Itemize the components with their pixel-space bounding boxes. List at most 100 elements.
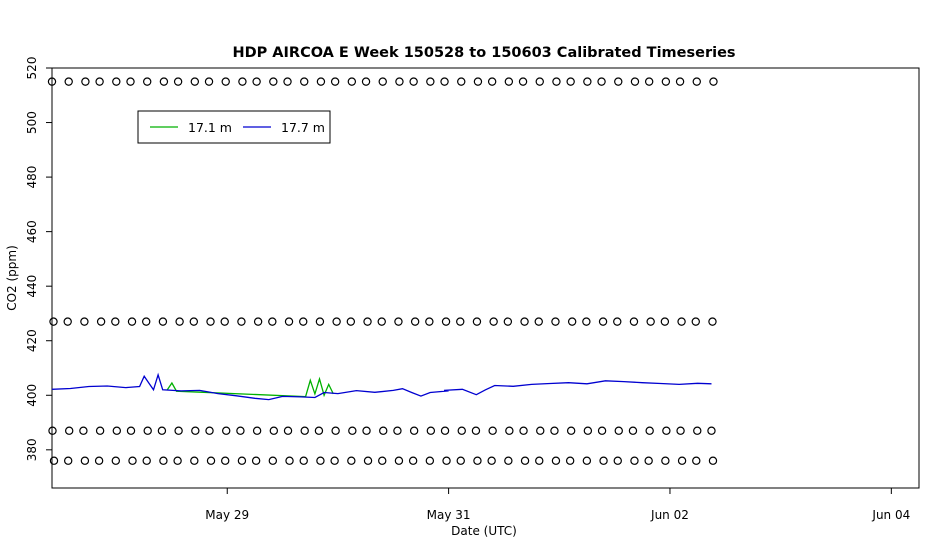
marker-point (363, 317, 372, 326)
x-tick-label: Jun 02 (650, 508, 689, 522)
x-tick-label: May 29 (205, 508, 249, 522)
marker-point (457, 426, 466, 435)
marker-point (362, 426, 371, 435)
marker-point (598, 317, 608, 326)
marker-point (159, 77, 169, 86)
chart-title: HDP AIRCOA E Week 150528 to 150603 Calib… (232, 45, 735, 61)
marker-point (237, 317, 246, 326)
marker-point (221, 456, 230, 465)
marker-point (268, 317, 277, 326)
marker-point (473, 77, 483, 86)
marker-point (487, 77, 497, 86)
marker-point (95, 426, 105, 435)
marker-point (597, 426, 607, 435)
marker-point (675, 77, 685, 86)
marker-point (191, 426, 200, 435)
marker-point (645, 426, 654, 435)
marker-point (347, 77, 357, 86)
y-tick-label: 420 (25, 329, 39, 352)
series-lines (51, 372, 712, 401)
marker-point (566, 77, 575, 86)
marker-point (142, 456, 151, 465)
marker-point (80, 456, 90, 465)
series-line (51, 372, 712, 401)
marker-point (361, 77, 371, 86)
marker-point (709, 77, 718, 86)
legend-label-17-7m: 17.7 m (281, 120, 325, 135)
marker-point (661, 456, 670, 465)
marker-point (613, 317, 622, 326)
marker-point (395, 77, 404, 86)
marker-point (644, 456, 653, 465)
marker-point (583, 77, 592, 86)
marker-point (126, 426, 136, 435)
marker-point (94, 456, 104, 465)
marker-point (269, 77, 278, 86)
marker-point (410, 317, 420, 326)
marker-point (64, 77, 73, 86)
marker-point (393, 426, 402, 435)
series-line (166, 376, 334, 398)
x-axis-label: Date (UTC) (451, 524, 517, 538)
marker-point (300, 77, 309, 86)
y-tick-label: 440 (25, 275, 39, 298)
marker-point (237, 456, 247, 465)
marker-point (628, 426, 638, 435)
marker-point (583, 426, 593, 435)
x-tick-label: May 31 (427, 508, 471, 522)
marker-point (157, 426, 167, 435)
marker-point (204, 77, 214, 86)
marker-point (222, 426, 231, 435)
marker-point (284, 317, 294, 326)
marker-point (394, 456, 404, 465)
marker-point (426, 77, 435, 86)
y-tick-label: 380 (25, 438, 39, 461)
marker-point (692, 456, 701, 465)
marker-point (236, 426, 245, 435)
marker-point (457, 77, 466, 86)
marker-point (251, 456, 261, 465)
marker-point (662, 426, 671, 435)
marker-point (456, 456, 465, 465)
y-tick-label: 520 (25, 57, 39, 80)
marker-point (473, 456, 482, 465)
marker-point (299, 456, 308, 465)
marker-point (520, 317, 529, 326)
marker-point (332, 317, 341, 326)
marker-point (268, 456, 278, 465)
marker-point (488, 426, 497, 435)
marker-point (693, 426, 702, 435)
marker-rows (47, 77, 718, 465)
marker-point (285, 456, 294, 465)
marker-point (677, 317, 686, 326)
marker-point (142, 317, 151, 326)
marker-point (551, 456, 561, 465)
marker-point (707, 426, 716, 435)
marker-point (330, 77, 340, 86)
marker-point (379, 426, 388, 435)
marker-point (238, 77, 247, 86)
marker-point (597, 77, 606, 86)
marker-point (81, 77, 90, 86)
marker-point (378, 77, 387, 86)
marker-point (190, 77, 200, 86)
marker-point (253, 317, 263, 326)
marker-point (377, 317, 386, 326)
marker-point (661, 77, 671, 86)
marker-point (518, 77, 528, 86)
marker-point (582, 317, 591, 326)
marker-point (629, 317, 639, 326)
marker-point (158, 317, 168, 326)
marker-point (112, 426, 122, 435)
marker-point (363, 456, 373, 465)
marker-point (128, 456, 137, 465)
marker-point (112, 77, 121, 86)
marker-point (49, 317, 58, 326)
marker-point (534, 317, 543, 326)
marker-point (378, 456, 387, 465)
marker-point (691, 317, 700, 326)
marker-point (487, 456, 496, 465)
marker-point (316, 77, 326, 86)
marker-point (111, 456, 121, 465)
